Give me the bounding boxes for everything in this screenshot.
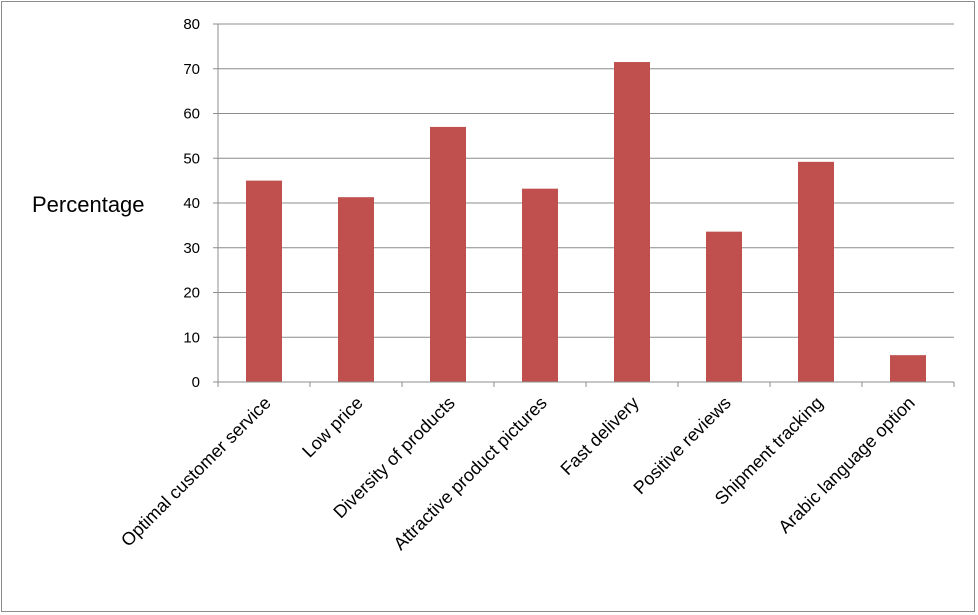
axes xyxy=(213,23,955,387)
x-category-label: Optimal customer service xyxy=(117,393,275,551)
bar xyxy=(614,62,650,382)
bar xyxy=(706,231,742,382)
bar xyxy=(430,126,466,382)
x-category-label: Low price xyxy=(298,393,367,462)
x-category-label: Attractive product pictures xyxy=(390,393,551,554)
y-tick-label: 0 xyxy=(192,374,200,391)
y-axis-label: Percentage xyxy=(32,192,145,217)
bar xyxy=(246,180,282,382)
bar xyxy=(890,355,926,382)
y-tick-label: 50 xyxy=(183,150,200,167)
y-tick-label: 10 xyxy=(183,329,200,346)
x-category-label: Fast delivery xyxy=(557,393,643,479)
y-tick-label: 20 xyxy=(183,285,200,302)
bar xyxy=(338,197,374,382)
y-tick-label: 60 xyxy=(183,106,200,123)
y-tick-label: 70 xyxy=(183,61,200,78)
y-tick-labels: 0 10 20 30 40 50 60 70 80 xyxy=(183,16,200,391)
bar xyxy=(522,188,558,382)
bar xyxy=(798,161,834,382)
x-category-label: Positive reviews xyxy=(629,393,734,498)
y-tick-label: 30 xyxy=(183,240,200,257)
y-tick-label: 80 xyxy=(183,16,200,33)
bars xyxy=(246,62,926,382)
y-tick-label: 40 xyxy=(183,195,200,212)
gridlines xyxy=(218,23,954,338)
x-category-labels: Optimal customer service Low priceDiversi… xyxy=(117,393,919,554)
